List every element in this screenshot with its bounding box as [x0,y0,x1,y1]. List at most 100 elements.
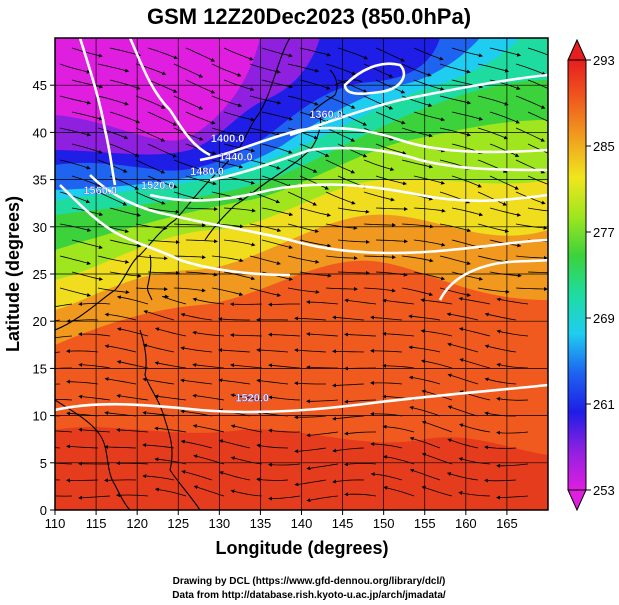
streamline [370,442,403,449]
streamline [181,470,213,481]
streamline [185,111,216,125]
streamline [142,343,175,353]
streamline [211,159,244,169]
coastline-hokkaido [309,69,338,116]
streamline [337,47,369,60]
streamline [477,127,509,140]
streamline [71,47,103,58]
streamline [109,79,141,90]
streamline [104,444,137,449]
streamline [78,332,111,337]
streamline [306,332,339,337]
streamline [287,255,320,264]
coastlines [55,38,363,510]
y-tick-label: 25 [33,267,47,282]
contour-line-west-2 [128,38,211,157]
colorbar-tick-label: 277 [593,225,615,240]
streamline [375,239,408,244]
streamline [78,362,111,369]
streamline [439,223,472,233]
streamline [173,95,204,110]
streamline [294,381,326,386]
streamline [261,111,294,121]
streamline [401,255,434,263]
streamline [154,426,187,433]
streamline [408,314,441,321]
streamline [294,415,327,420]
x-tick-label: 130 [208,516,230,531]
x-tick-label: 135 [250,516,272,531]
streamline [477,63,510,73]
streamline [344,298,377,305]
streamline [325,191,356,205]
streamline [135,159,166,174]
streamline [78,495,111,500]
streamline [180,439,213,449]
streamline [59,127,92,137]
streamline [261,175,292,188]
streamline [337,239,370,244]
streamline [142,377,175,385]
contour-line-1520-south [55,383,548,414]
x-tick-label: 165 [496,516,518,531]
streamline [59,223,92,232]
streamline [306,431,339,438]
streamline [515,287,548,292]
streamline [420,359,453,369]
streamline [211,63,242,77]
streamline [116,427,149,433]
streamline [421,452,453,465]
streamline [306,365,338,370]
streamline [55,335,73,339]
streamline [446,472,479,481]
streamline [116,393,149,401]
streamline [154,394,187,401]
contour-line-1360 [289,73,548,137]
streamline [382,331,415,337]
streamline [375,111,406,125]
streamline [527,47,548,56]
streamline [446,312,479,321]
contour-label: 1520.0 [235,392,269,404]
streamline [55,303,73,308]
streamline [268,302,300,307]
streamline [447,342,479,353]
contour-label: 1440.0 [219,152,253,164]
contour-labels: 1360.0 1400.0 1440.0 1480.0 1520.0 1560.0 1520… [83,109,343,405]
streamline [325,287,358,292]
colorbar-tick-label: 269 [593,311,615,326]
streamline [116,493,149,498]
contour-line-1520-north [89,174,548,255]
streamline [211,287,244,297]
streamline [71,111,104,121]
streamline [344,332,377,337]
contour-line-1400 [199,126,548,162]
contour-label: 1360.0 [309,109,343,121]
streamline [496,396,529,401]
streamline [420,298,453,305]
colorbar-ticks: 253 261 269 277 285 293 [586,53,615,498]
streamline [515,63,547,76]
contour-line-1480 [149,183,548,203]
streamline [261,143,293,154]
streamline [375,207,408,212]
streamline [97,95,129,106]
x-tick-label: 145 [332,516,354,531]
streamline [59,255,91,265]
streamline [294,447,327,454]
streamline [223,111,255,122]
streamline [249,287,282,297]
streamline [55,462,73,465]
streamline [413,111,445,122]
colorbar: 253 261 269 277 285 293 [567,38,615,512]
streamline [223,239,256,247]
streamline [256,477,289,482]
streamline [104,478,137,483]
streamline [496,495,529,500]
streamline [261,239,293,250]
streamline [344,462,377,467]
streamline [249,255,281,266]
streamline [211,255,244,263]
streamline [116,327,149,337]
streamline [439,287,472,297]
